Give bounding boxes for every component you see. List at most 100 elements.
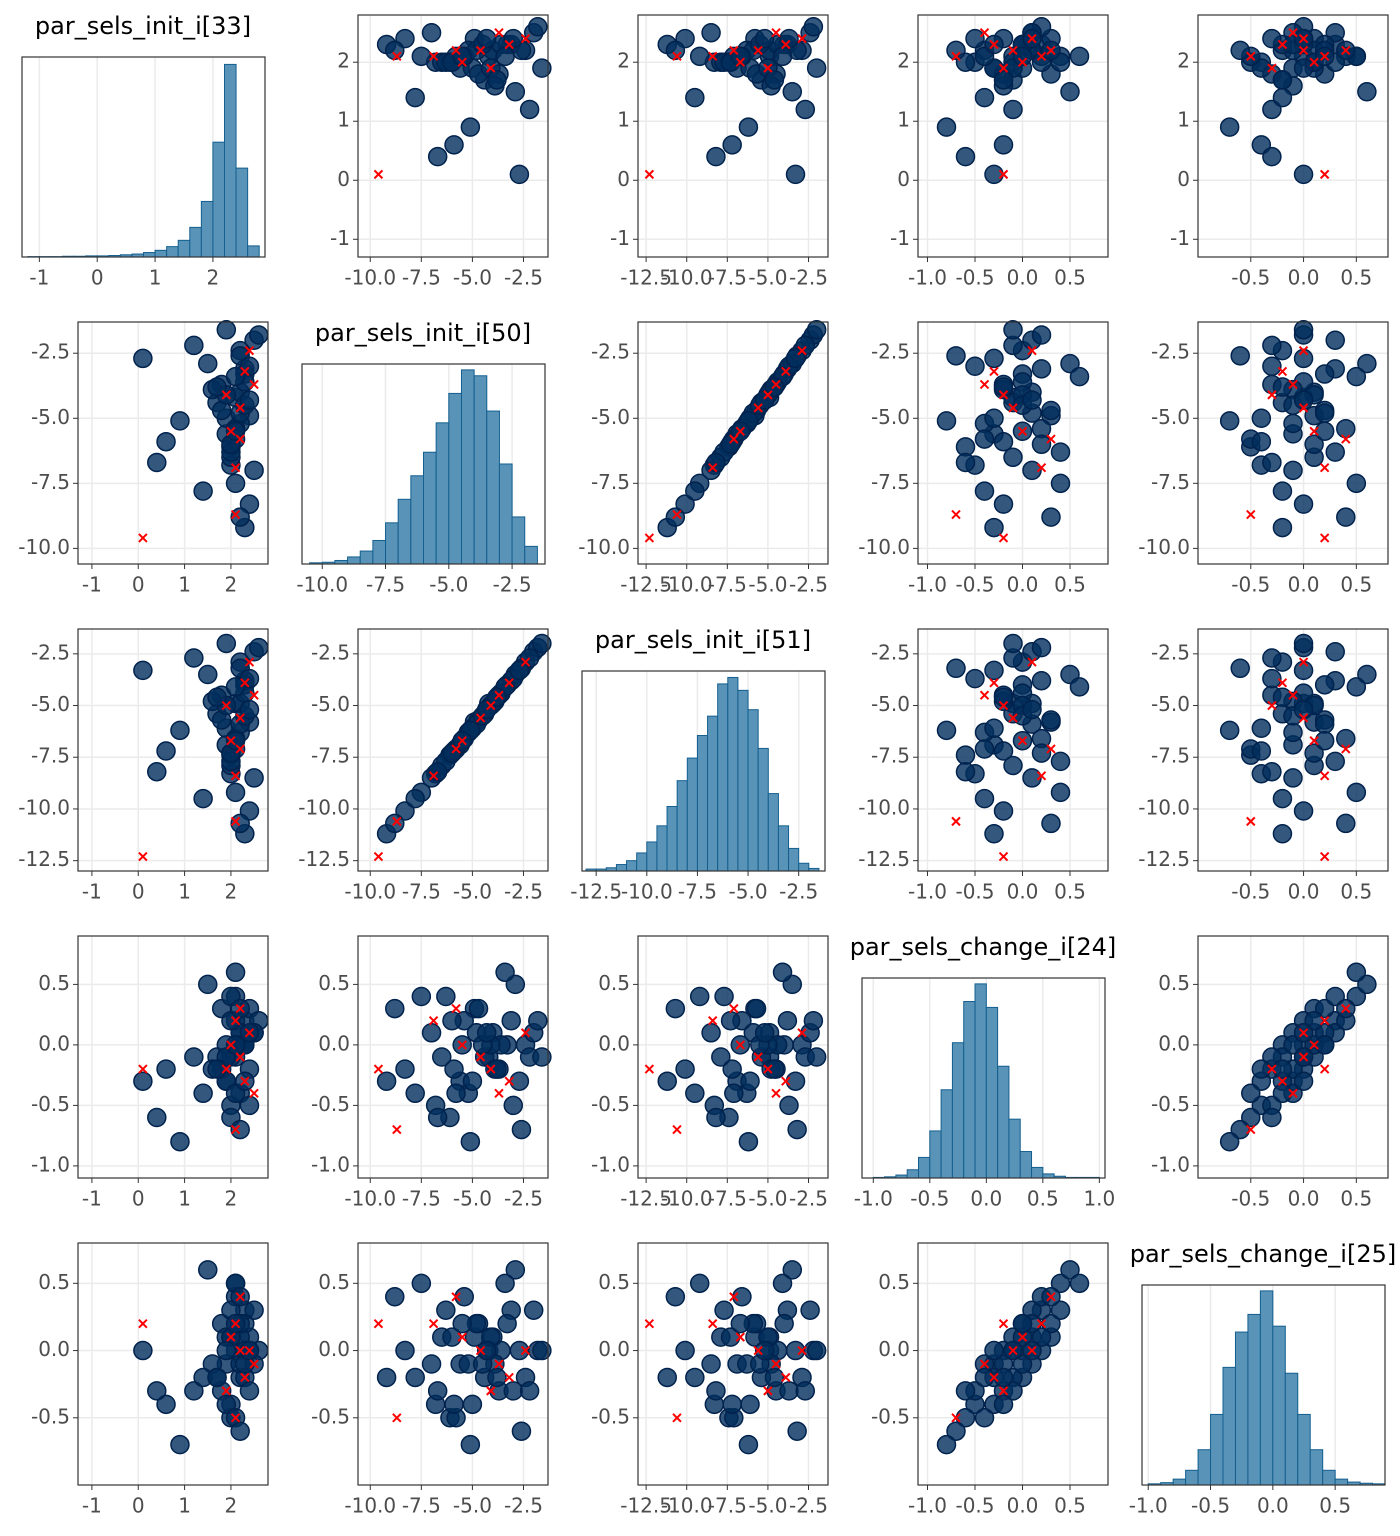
draw-point (225, 962, 246, 983)
panel-background (358, 936, 548, 1178)
y-tick-label: 0.5 (38, 971, 70, 995)
draw-point (462, 1071, 483, 1091)
draw-point (984, 408, 1004, 429)
divergent-point (1036, 1318, 1047, 1329)
draw-point (1304, 743, 1324, 763)
x-tick-label: -2.5 (504, 880, 543, 904)
draw-point (657, 1071, 677, 1091)
panel: -12.5-10.0-7.5 -5.0 -2.5 -1 0 1 2 (610, 14, 829, 290)
hist-bar (1284, 1372, 1299, 1486)
y-tick-label: -5.0 (1151, 692, 1190, 716)
divergent-point (672, 51, 682, 62)
draw-point (405, 87, 425, 108)
y-tick-label: -0.5 (311, 1092, 350, 1116)
y-tick-label: 0.0 (598, 1031, 630, 1055)
draw-point (509, 1071, 530, 1091)
draw-point (405, 1367, 425, 1388)
y-tick-label: -1 (610, 226, 630, 250)
x-tick-label: -10.0 (621, 880, 673, 904)
panel-border (77, 1242, 269, 1486)
x-tick-label: -12.5 (620, 266, 672, 290)
draw-point (993, 741, 1014, 761)
hist-bar (410, 475, 424, 565)
divergent-point (1298, 1028, 1309, 1038)
draw-point (1272, 481, 1293, 501)
hist-bar (166, 246, 179, 258)
x-tick-label: 0.5 (1340, 573, 1372, 597)
panel: -0.5 0.0 0.5 -12.5 -10.0 -7.5 -5.0 -2.5 (1138, 628, 1389, 904)
x-tick-label: -5.0 (748, 573, 787, 597)
draw-point (787, 1119, 807, 1140)
y-tick-label: 0.5 (318, 971, 350, 995)
draw-point (1272, 824, 1293, 844)
draw-point (133, 1071, 153, 1091)
draw-point (239, 494, 260, 514)
points (1219, 17, 1377, 185)
draw-point (1314, 730, 1335, 751)
divergent-point (1298, 403, 1309, 413)
draw-point (528, 17, 548, 37)
panel-border (861, 977, 1106, 1179)
hist-bar (1272, 1325, 1286, 1486)
divergent-point (729, 1003, 739, 1014)
draw-point (170, 1131, 190, 1152)
draw-point (225, 473, 246, 494)
draw-point (1272, 70, 1293, 90)
y-tick-label: -10.0 (298, 795, 350, 819)
draw-point (207, 687, 227, 708)
draw-point (421, 1354, 442, 1374)
divergent-point (797, 1028, 807, 1038)
divergent-point (998, 1386, 1009, 1396)
x-tick-label: -2.5 (504, 1494, 543, 1518)
divergent-point (240, 678, 250, 688)
draw-point (239, 390, 260, 410)
panel: -1.0 -0.5 0.0 0.5 -10.0 -7.5 -5.0 -2.5 (858, 320, 1109, 597)
draw-point (984, 718, 1004, 739)
x-tick-label: -10.0 (344, 880, 396, 904)
x-tick-label: -5.0 (453, 880, 492, 904)
points (133, 962, 269, 1152)
draw-point (216, 1394, 237, 1415)
draw-point (1293, 1071, 1314, 1091)
y-tick-label: 0 (617, 167, 630, 191)
draw-point (936, 720, 957, 741)
draw-point (193, 788, 213, 809)
divergent-point (707, 1015, 718, 1026)
divergent-point (781, 1076, 791, 1086)
x-tick-label: 0.0 (1288, 1187, 1320, 1211)
draw-point (772, 1273, 793, 1294)
divergent-point (221, 700, 232, 711)
points (133, 633, 269, 862)
draw-point (198, 974, 218, 995)
hist-bar (676, 780, 688, 872)
points (644, 17, 827, 185)
y-tick-label: 0 (897, 167, 910, 191)
divergent-point (1267, 1064, 1277, 1074)
divergent-point (729, 434, 739, 444)
divergent-point (226, 426, 236, 436)
divergent-point (230, 1413, 241, 1423)
draw-point (436, 986, 456, 1007)
draw-point (1230, 658, 1250, 679)
divergent-point (494, 1088, 504, 1099)
panel: -1.0 -0.5 0.0 0.5 -1 0 1 2 (890, 14, 1109, 290)
draw-point (225, 677, 246, 697)
divergent-point (1288, 379, 1298, 390)
y-tick-label: 0.0 (1158, 1031, 1190, 1055)
draw-point (1012, 1354, 1033, 1374)
draw-point (532, 1340, 552, 1361)
draw-point (1262, 28, 1282, 49)
divergent-point (475, 713, 486, 723)
panel-border (581, 670, 826, 872)
draw-point (1022, 699, 1042, 720)
divergent-point (504, 678, 514, 688)
y-tick-label: -10.0 (1138, 795, 1190, 819)
divergent-point (504, 1372, 514, 1383)
hist-bar (615, 864, 628, 872)
hist-bar (666, 805, 678, 872)
draw-point (701, 1023, 721, 1043)
panel: -12.5-10.0-7.5 -5.0 -2.5 -1.0 -0.5 0.0 0.5 (591, 935, 829, 1211)
draw-point (724, 1083, 744, 1104)
x-tick-label: -5.0 (453, 1187, 492, 1211)
